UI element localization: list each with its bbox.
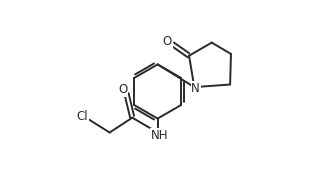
Text: N: N <box>191 81 200 95</box>
Text: Cl: Cl <box>77 110 88 123</box>
Text: O: O <box>163 35 172 48</box>
Text: O: O <box>118 83 127 96</box>
Text: NH: NH <box>151 129 168 142</box>
